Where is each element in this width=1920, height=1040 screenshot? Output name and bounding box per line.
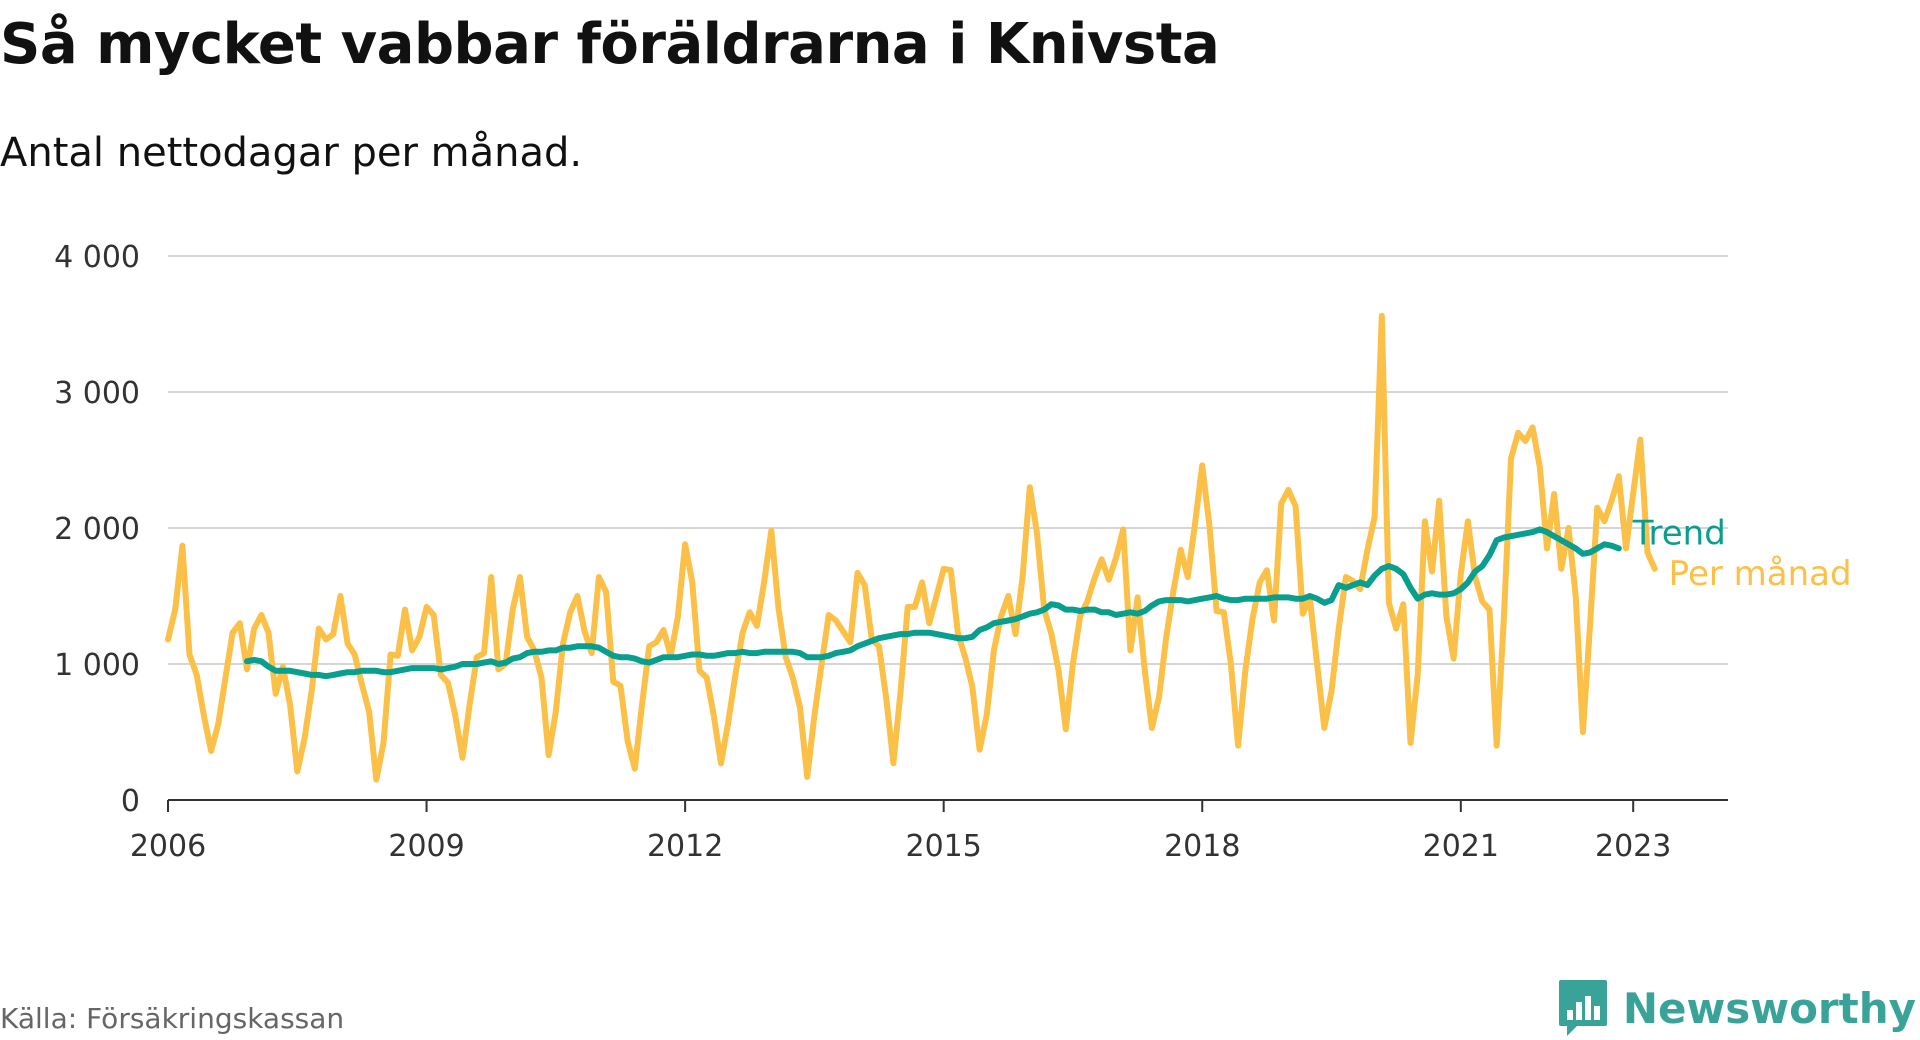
y-tick-label: 4 000 [54, 240, 140, 275]
series-line-trend [244, 526, 1622, 680]
legend-label-trend: Trend [1632, 513, 1726, 553]
x-tick-label: 2021 [1423, 829, 1499, 864]
brand-logo[interactable]: Newsworthy [1557, 978, 1916, 1038]
gridlines [168, 255, 1728, 665]
y-tick-label: 0 [121, 784, 140, 819]
x-tick-label: 2023 [1595, 829, 1671, 864]
x-tick-label: 2015 [906, 829, 982, 864]
series-line-per-manad [165, 312, 1658, 783]
x-tick-label: 2009 [388, 829, 464, 864]
x-tick-label: 2012 [647, 829, 723, 864]
chart-subtitle: Antal nettodagar per månad. [0, 130, 583, 176]
chart-title: Så mycket vabbar föräldrarna i Knivsta [0, 12, 1220, 77]
source-note: Källa: Försäkringskassan [0, 1002, 345, 1035]
y-tick-label: 2 000 [54, 512, 140, 547]
y-tick-label: 3 000 [54, 376, 140, 411]
x-tick-label: 2006 [130, 829, 206, 864]
brand-name: Newsworthy [1622, 983, 1916, 1033]
newsworthy-logo-icon [1558, 980, 1607, 1036]
y-tick-label: 1 000 [54, 648, 140, 683]
line-chart: 0 1 000 2 000 3 000 4 000 2006 2009 2012 2015 201… [54, 240, 1852, 864]
x-tick-label: 2018 [1164, 829, 1240, 864]
axes: 0 1 000 2 000 3 000 4 000 2006 2009 2012 2015 201… [54, 240, 1728, 864]
series [165, 312, 1658, 783]
legend-label-per-manad: Per månad [1669, 554, 1852, 594]
